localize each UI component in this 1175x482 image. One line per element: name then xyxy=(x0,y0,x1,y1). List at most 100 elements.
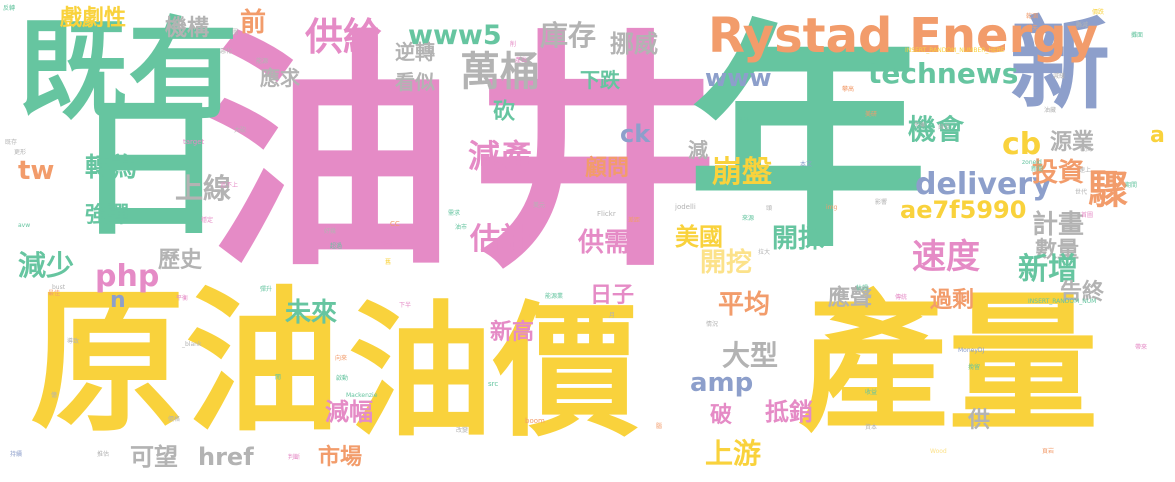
cloud-word: 供 xyxy=(968,408,991,433)
cloud-word: 舊 xyxy=(385,259,392,266)
cloud-word: 源業 xyxy=(1050,130,1095,155)
cloud-word: bust xyxy=(52,284,66,291)
cloud-word: 攤面 xyxy=(1131,32,1144,39)
cloud-word: Mackenzie xyxy=(346,392,378,399)
cloud-word: 新高 xyxy=(490,320,535,345)
cloud-word: 新聞 xyxy=(1031,166,1044,173)
cloud-word: 向來 xyxy=(335,355,348,362)
cloud-word: 錄至 xyxy=(938,124,951,131)
cloud-word: 油 xyxy=(205,9,455,300)
cloud-word: 顧問 xyxy=(585,156,630,181)
cloud-word: 強彈 xyxy=(85,203,130,228)
cloud-word: 追不上 xyxy=(220,182,239,189)
cloud-word: jodelli xyxy=(675,203,696,211)
cloud-word: 更形 xyxy=(14,149,27,156)
cloud-word: Flickr xyxy=(597,210,616,218)
cloud-word: 帶來 xyxy=(1135,344,1148,351)
cloud-word: 抵銷 xyxy=(765,398,813,426)
cloud-word: boom xyxy=(525,417,545,425)
cloud-word: 機構 xyxy=(165,16,210,41)
cloud-word: 導致 xyxy=(67,338,80,345)
cloud-word: 日子 xyxy=(590,283,635,308)
cloud-word: 油藏 xyxy=(1044,107,1057,114)
cloud-word: 推估 xyxy=(97,451,110,458)
cloud-word: 最佳 xyxy=(48,290,61,297)
cloud-word: 腦 xyxy=(656,423,663,430)
cloud-word: 破 xyxy=(710,403,733,428)
cloud-word: 損失 xyxy=(1026,25,1039,32)
cloud-word: delivery xyxy=(915,167,1052,202)
cloud-word: 看似 xyxy=(395,70,435,94)
cloud-word: technews xyxy=(868,57,1019,90)
cloud-word: 資本 xyxy=(865,424,878,431)
cloud-word: 拉大 xyxy=(758,249,771,256)
cloud-word: 驟 xyxy=(1088,167,1128,213)
cloud-word: 期間 xyxy=(1125,182,1138,189)
cloud-word: 判斷 xyxy=(288,454,301,461)
cloud-word: 既存 xyxy=(5,139,18,146)
cloud-word: 億 xyxy=(51,392,58,399)
cloud-word: 下半 xyxy=(399,302,412,309)
cloud-word: 平均 xyxy=(718,290,771,320)
cloud-word: 需求 xyxy=(448,210,461,217)
cloud-word: src xyxy=(488,380,499,388)
cloud-word: 啟動 xyxy=(336,375,349,382)
cloud-word: 轉為 xyxy=(85,153,138,183)
cloud-word: 減少 xyxy=(18,249,75,282)
cloud-word: 大型 xyxy=(722,339,779,372)
cloud-word: php xyxy=(95,259,160,294)
cloud-word: 新增 xyxy=(1018,252,1078,287)
cloud-word: 海外 xyxy=(737,117,750,124)
cloud-word: 上游 xyxy=(705,437,762,470)
cloud-word: 原油 xyxy=(30,272,340,453)
cloud-word: 持續 xyxy=(10,451,23,458)
cloud-word: 估計 xyxy=(470,222,530,257)
cloud-word: 開挖 xyxy=(700,248,753,278)
cloud-word: 既有 xyxy=(18,6,238,134)
cloud-word: 影響 xyxy=(875,199,888,206)
cloud-word: 未來 xyxy=(285,298,338,328)
cloud-word: INSERT_RANDOM_NUM xyxy=(1028,298,1097,305)
cloud-word: 傳統 xyxy=(895,294,908,301)
cloud-word: www xyxy=(705,64,772,92)
cloud-word: 開採 xyxy=(772,224,825,254)
cloud-word: _blank xyxy=(182,341,202,348)
cloud-word: 削 xyxy=(510,41,517,48)
cloud-word: 價跌 xyxy=(1092,9,1105,16)
cloud-word: INSERT_RANDOM_NUMBER_HERE xyxy=(905,47,1005,54)
cloud-word: 砍 xyxy=(489,99,514,121)
cloud-word: 產出 xyxy=(515,57,528,64)
cloud-word: MoneyDJ xyxy=(958,347,985,354)
cloud-word: CC xyxy=(390,220,400,228)
cloud-word: avw xyxy=(18,222,31,229)
cloud-word: 反轉 xyxy=(3,5,16,12)
cloud-word: 超過 xyxy=(330,243,343,250)
cloud-word: 挽留 xyxy=(968,364,981,371)
cloud-word: cb xyxy=(1002,127,1042,162)
cloud-word: 機會 xyxy=(908,113,965,146)
cloud-word: 乾涸 xyxy=(1026,13,1039,20)
cloud-word: 前 xyxy=(240,8,267,38)
cloud-word: 差距 xyxy=(628,217,641,224)
cloud-word: Wood xyxy=(930,448,947,455)
cloud-word: 可望 xyxy=(130,443,178,471)
cloud-word: 減 xyxy=(688,138,708,162)
cloud-word: 減產 xyxy=(468,137,533,175)
cloud-word: 歷史 xyxy=(158,248,203,273)
cloud-word: tw xyxy=(18,156,55,186)
cloud-word: 美研 xyxy=(865,111,878,118)
cloud-word: 頭 xyxy=(766,205,773,212)
cloud-word: 新 xyxy=(1010,6,1110,123)
cloud-word: 下跌 xyxy=(580,68,620,92)
cloud-word: 市場 xyxy=(318,445,363,470)
cloud-word: 速上 xyxy=(1079,167,1092,174)
cloud-word: 較高 xyxy=(1080,146,1093,153)
cloud-word: 日 xyxy=(75,83,226,257)
cloud-word: 失衡 xyxy=(914,122,927,129)
cloud-word: 油價 xyxy=(348,288,638,457)
cloud-word: img xyxy=(826,204,838,211)
cloud-word: www5 xyxy=(408,20,502,51)
cloud-word: 減緩 xyxy=(1053,73,1066,80)
cloud-word: 彈升 xyxy=(260,286,273,293)
